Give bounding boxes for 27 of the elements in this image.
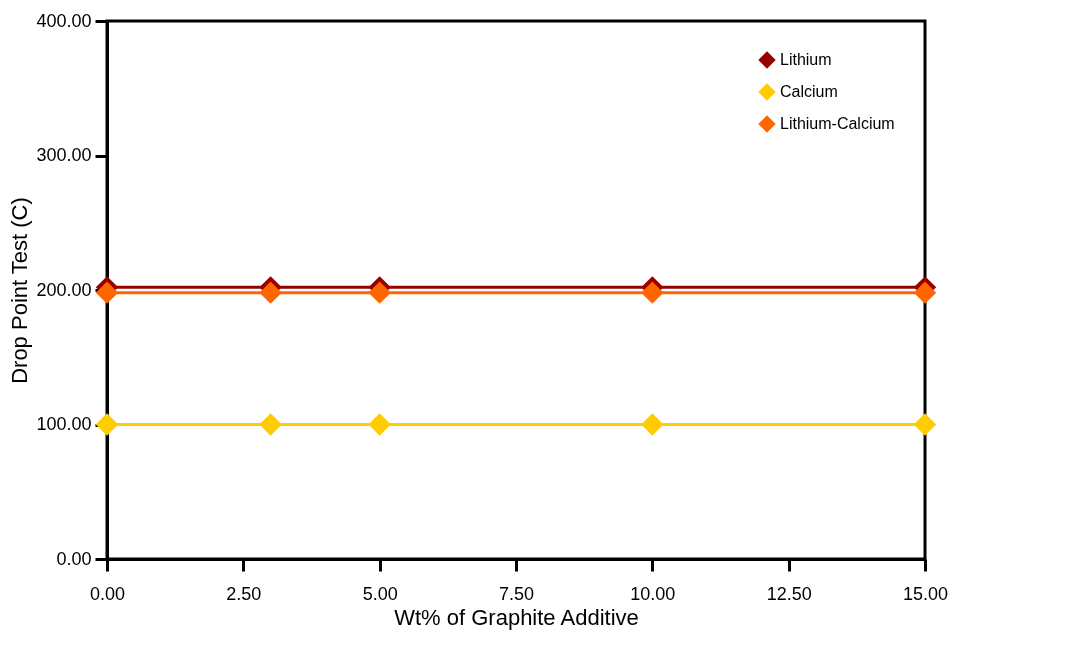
y-tick-label: 300.00 [36, 145, 92, 165]
y-tick-label: 200.00 [36, 279, 92, 300]
x-tick-label: 10.00 [630, 583, 676, 604]
point [95, 413, 119, 436]
point [913, 413, 937, 436]
x-tick-label: 15.00 [902, 583, 949, 604]
legend-label: Lithium [780, 51, 832, 68]
y-tick-label: 400.00 [36, 10, 92, 31]
point [368, 413, 391, 436]
point [259, 281, 282, 304]
point [259, 413, 282, 436]
y-axis-title: Drop Point Test (C) [7, 197, 33, 384]
point [641, 413, 664, 436]
point [641, 281, 664, 304]
point [913, 281, 937, 304]
x-axis-title: Wt% of Graphite Additive [394, 604, 639, 630]
x-tick-label: 5.00 [362, 583, 398, 604]
x-tick-label: 12.50 [766, 583, 812, 604]
x-tick-label: 0.00 [89, 583, 126, 604]
x-tick-label: 7.50 [498, 583, 535, 604]
point [95, 281, 119, 304]
x-tick-label: 2.50 [226, 583, 262, 604]
legend-label: Calcium [780, 83, 838, 100]
y-tick-label: 100.00 [36, 414, 92, 434]
legend-label: Lithium-Calcium [780, 115, 895, 132]
y-tick-label: 0.00 [56, 548, 92, 569]
point [368, 281, 391, 304]
